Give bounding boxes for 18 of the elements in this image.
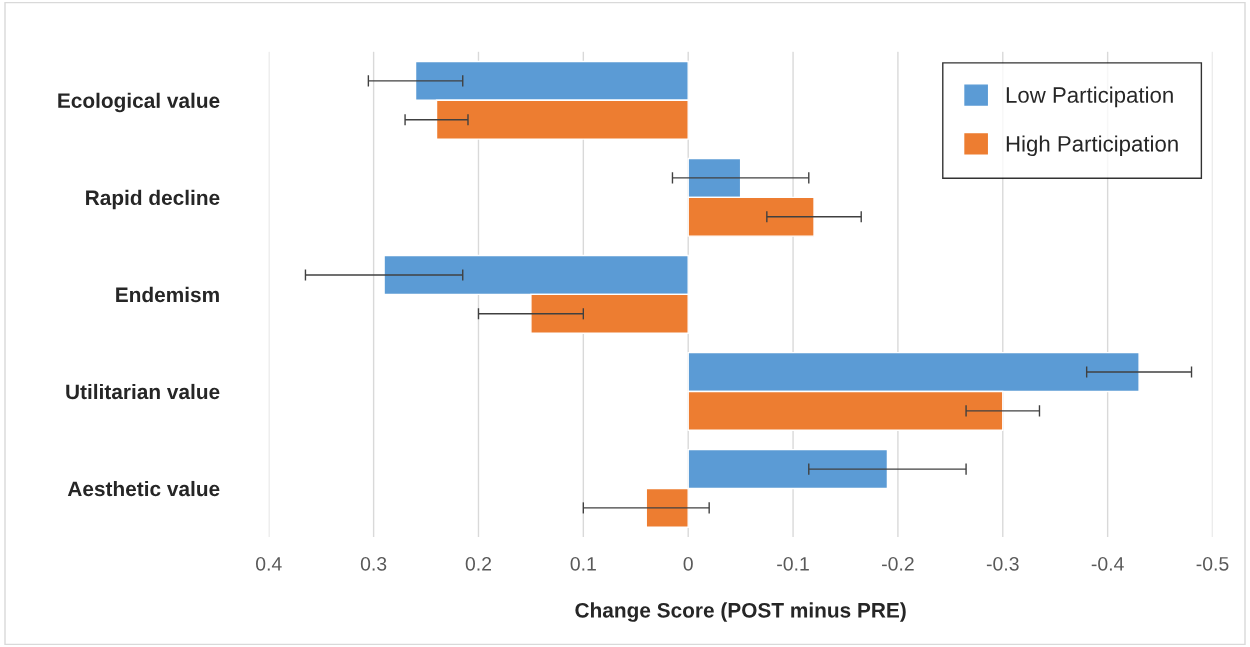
legend-label: Low Participation <box>1006 86 1173 108</box>
y-tick-label: Utilitarian value <box>66 383 220 400</box>
x-tick-label: 0.4 <box>256 556 282 571</box>
x-axis-title: Change Score (POST minus PRE) <box>575 602 906 622</box>
y-tick-label: Endemism <box>116 286 219 303</box>
x-tick-label: -0.5 <box>1196 556 1229 571</box>
x-tick-label: -0.1 <box>777 556 809 571</box>
y-tick-label: Rapid decline <box>86 189 220 210</box>
x-tick-label: 0.1 <box>570 556 596 571</box>
y-tick-label: Ecological value <box>58 92 220 113</box>
x-tick-label: 0.3 <box>360 556 387 571</box>
x-tick-label: -0.4 <box>1091 556 1124 571</box>
x-tick-label: 0.2 <box>465 556 492 571</box>
x-tick-label: -0.3 <box>986 556 1019 571</box>
x-tick-label: -0.2 <box>882 556 914 571</box>
legend-label: High Participation <box>1006 135 1178 157</box>
x-tick-label: 0 <box>683 556 693 571</box>
y-tick-label: Aesthetic value <box>67 480 220 497</box>
